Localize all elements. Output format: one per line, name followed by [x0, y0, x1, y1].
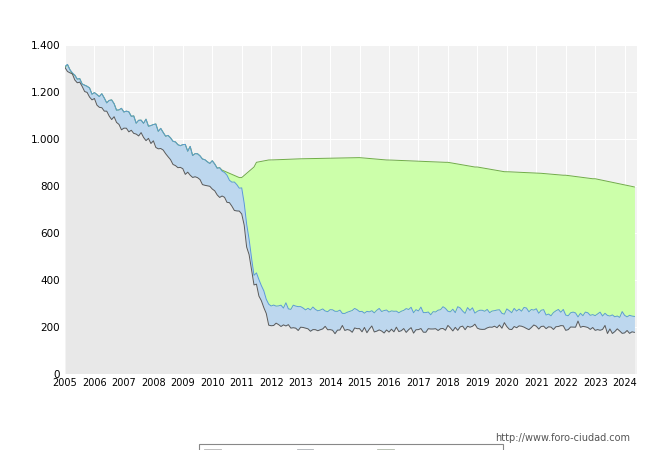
Legend: Ocupados, Parados, Hab. entre 16-64: Ocupados, Parados, Hab. entre 16-64 [199, 444, 503, 450]
Text: Matallana de Torío - Evolucion de la poblacion en edad de Trabajar Mayo de 2024: Matallana de Torío - Evolucion de la pob… [57, 13, 593, 26]
Text: http://www.foro-ciudad.com: http://www.foro-ciudad.com [495, 433, 630, 443]
